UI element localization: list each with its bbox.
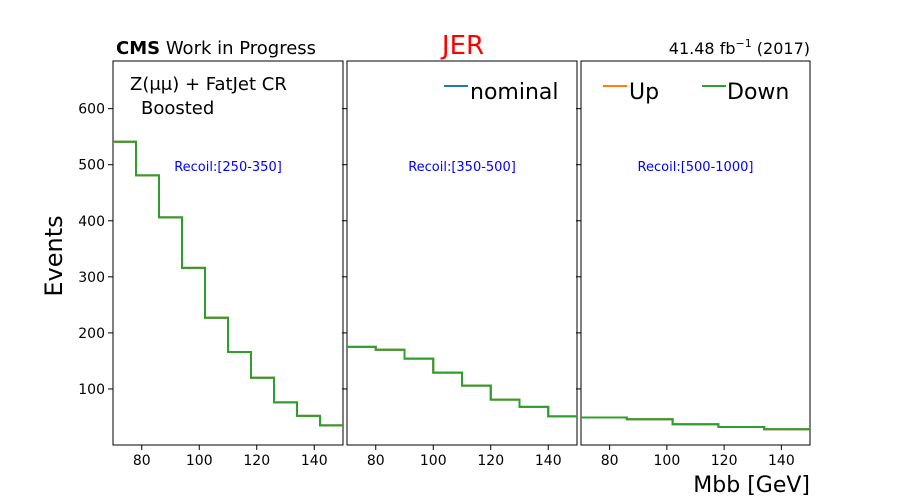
series-nominal-step (113, 140, 343, 427)
x-tick-label: 120 (477, 453, 504, 469)
lumi-exponent: −1 (735, 37, 751, 50)
series-down-step (581, 416, 810, 431)
cms-bold: CMS (116, 38, 160, 59)
series-down-step (347, 345, 577, 418)
x-tick-label: 100 (420, 453, 447, 469)
lumi-prefix: 41.48 fb (669, 39, 736, 58)
recoil-label: Recoil:[500-1000] (638, 160, 754, 175)
lumi-suffix: (2017) (752, 39, 810, 58)
panel-recoil-500-1000: 80 100 120 140 Recoil:[500-1000] (576, 60, 811, 469)
recoil-label: Recoil:[250-350] (174, 160, 282, 175)
x-tick-label: 80 (601, 453, 619, 469)
x-tick-label: 120 (243, 453, 270, 469)
luminosity-label: 41.48 fb−1 (2017) (669, 37, 810, 58)
panel-recoil-250-350: 80 100 120 140 100 200 300 400 500 600 Recoil:[250… (78, 60, 344, 469)
x-axis-title: Mbb [GeV] (693, 473, 810, 498)
x-tick-label: 100 (654, 453, 681, 469)
y-tick-label: 200 (78, 326, 105, 342)
panel-recoil-350-500: 80 100 120 140 Recoil:[350-500] (342, 60, 578, 469)
x-tick-label: 140 (301, 453, 328, 469)
plot-title: JER (440, 31, 484, 61)
y-tick-label: 100 (78, 382, 105, 398)
panel-frame (346, 60, 578, 446)
x-tick-label: 120 (711, 453, 738, 469)
region-label-line2: Boosted (141, 98, 214, 119)
series-down-step (113, 140, 343, 427)
x-tick-label: 140 (535, 453, 562, 469)
series-up-step (113, 140, 343, 427)
y-tick-label: 500 (78, 158, 105, 174)
legend-nominal-label: nominal (470, 80, 558, 105)
x-tick-label: 80 (133, 453, 151, 469)
cms-label: CMS Work in Progress (116, 38, 316, 59)
panel-frame (112, 60, 344, 446)
x-tick-label: 100 (186, 453, 213, 469)
panel-frame (580, 60, 811, 446)
legend-up-label: Up (629, 80, 659, 105)
x-tick-label: 140 (768, 453, 795, 469)
y-axis-title: Events (40, 215, 68, 296)
region-label-line1: Z(μμ) + FatJet CR (130, 74, 287, 95)
y-tick-label: 600 (78, 102, 105, 118)
recoil-label: Recoil:[350-500] (408, 160, 516, 175)
legend-down-label: Down (727, 80, 789, 105)
y-tick-label: 400 (78, 214, 105, 230)
y-tick-label: 300 (78, 270, 105, 286)
cms-rest: Work in Progress (160, 38, 316, 59)
x-tick-label: 80 (367, 453, 385, 469)
